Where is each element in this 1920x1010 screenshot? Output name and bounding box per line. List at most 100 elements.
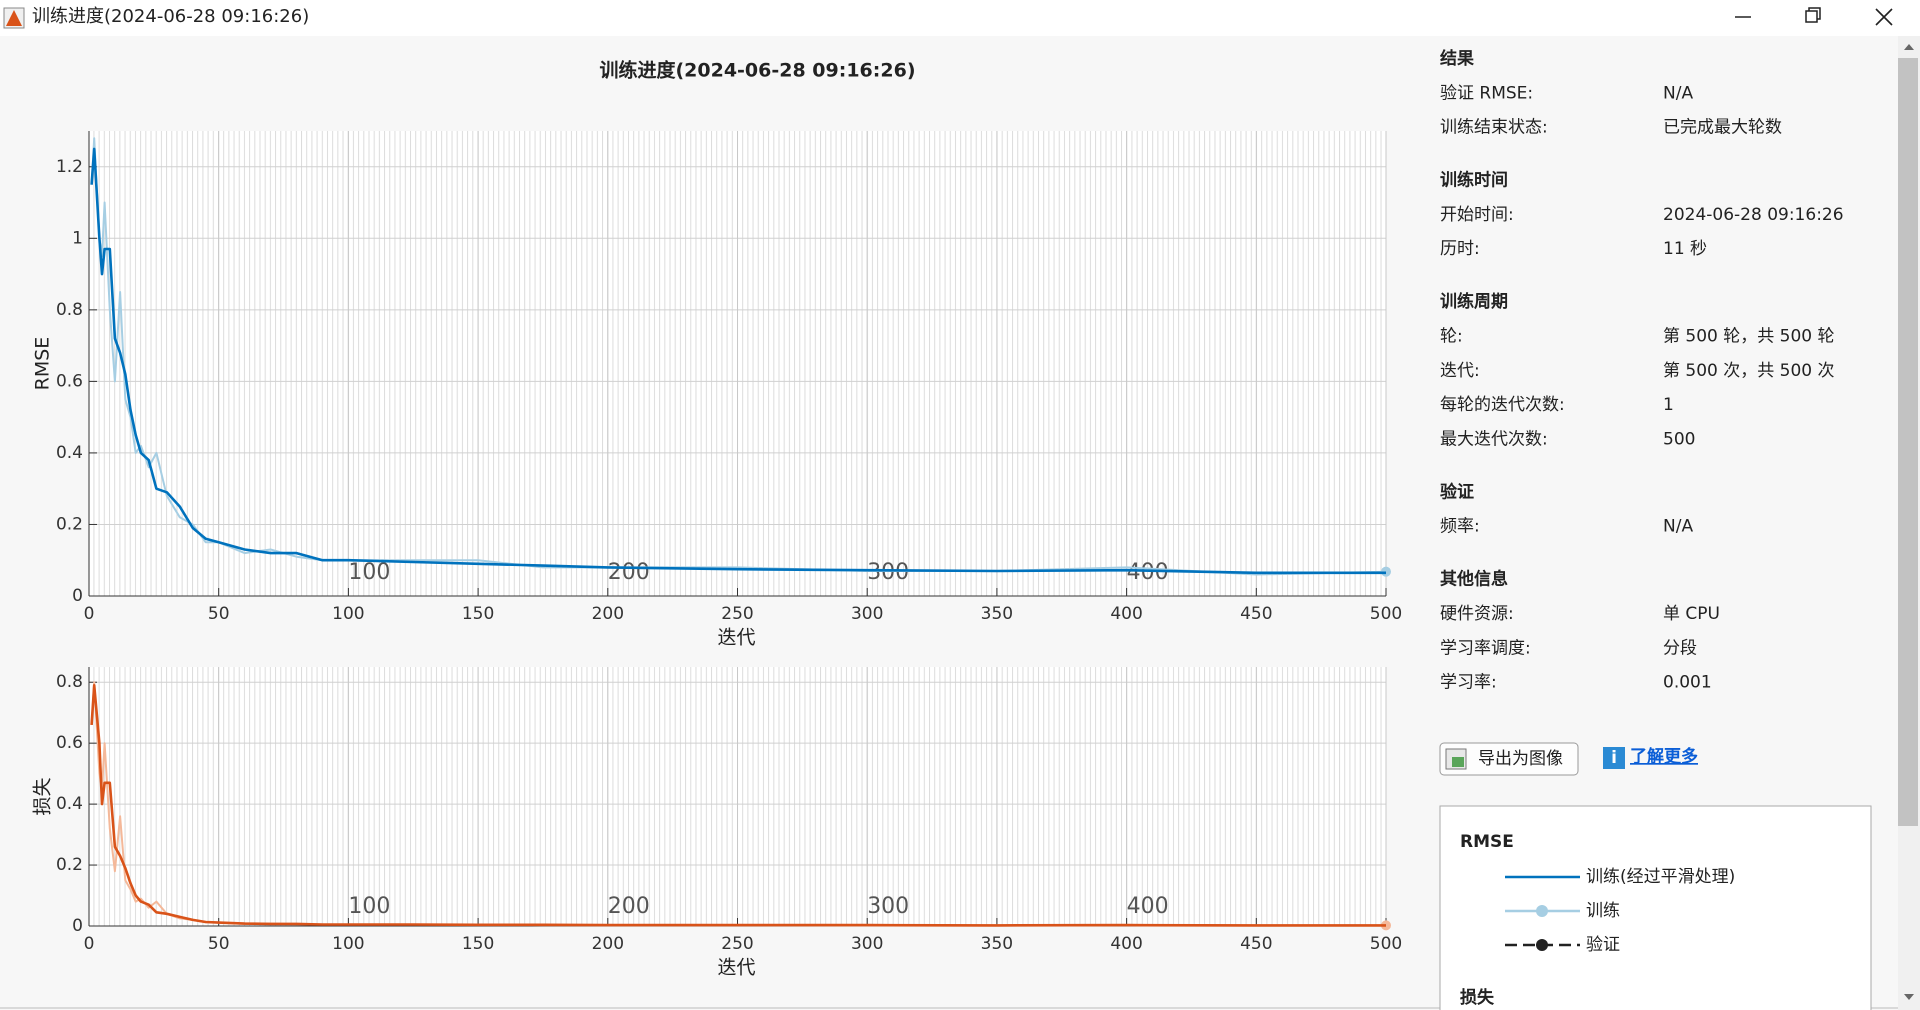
- section-heading: 其他信息: [1440, 569, 1508, 590]
- x-tick-label: 400: [1110, 934, 1142, 954]
- epoch-marker: 200: [608, 894, 650, 919]
- epoch-marker: 300: [867, 560, 909, 585]
- x-tick-label: 300: [851, 604, 883, 624]
- field-value: 0.001: [1663, 673, 1712, 693]
- epoch-marker: 100: [348, 560, 390, 585]
- x-tick-label: 400: [1110, 604, 1142, 624]
- field-value: 分段: [1663, 638, 1697, 658]
- export-button-label: 导出为图像: [1478, 749, 1563, 769]
- field-value: 11 秒: [1663, 239, 1707, 259]
- field-label: 轮:: [1440, 327, 1463, 347]
- epoch-marker: 300: [867, 894, 909, 919]
- field-value: N/A: [1663, 83, 1693, 103]
- export-icon: [1445, 748, 1467, 770]
- x-tick-label: 100: [332, 934, 364, 954]
- x-tick-label: 150: [462, 604, 494, 624]
- field-value: 2024-06-28 09:16:26: [1663, 205, 1844, 225]
- x-tick-label: 450: [1240, 604, 1272, 624]
- section-heading: 训练时间: [1440, 170, 1508, 191]
- app-icon: [3, 7, 25, 29]
- field-label: 频率:: [1440, 517, 1480, 537]
- scroll-up[interactable]: [1904, 44, 1914, 50]
- y-tick-label: 0.2: [56, 855, 83, 875]
- x-tick-label: 50: [208, 934, 230, 954]
- legend-entry: 训练(经过平滑处理): [1586, 867, 1735, 887]
- title-bar: [0, 0, 1920, 36]
- y-tick-label: 1.2: [56, 157, 83, 177]
- window-title: 训练进度(2024-06-28 09:16:26): [32, 6, 309, 27]
- y-tick-label: 0.6: [56, 371, 83, 391]
- info-icon: [1603, 747, 1625, 769]
- export-button[interactable]: [1439, 742, 1579, 776]
- series-line: [90, 147, 1386, 575]
- epoch-marker: 200: [608, 560, 650, 585]
- y-axis-label: RMSE: [32, 337, 54, 391]
- legend-swatch-marker: [1536, 939, 1548, 951]
- legend-entry: 训练: [1586, 901, 1620, 921]
- legend-entry: 验证: [1586, 935, 1620, 955]
- field-value: 1: [1663, 395, 1674, 415]
- field-label: 每轮的迭代次数:: [1440, 395, 1565, 415]
- x-tick-label: 200: [592, 934, 624, 954]
- legend-title: RMSE: [1460, 832, 1514, 852]
- field-label: 学习率调度:: [1440, 638, 1531, 658]
- epoch-marker: 400: [1127, 560, 1169, 585]
- x-tick-label: 250: [721, 934, 753, 954]
- x-tick-label: 450: [1240, 934, 1272, 954]
- x-tick-label: 350: [981, 604, 1013, 624]
- x-tick-label: 50: [208, 604, 230, 624]
- series-line: [90, 684, 1386, 927]
- legend-box: [1439, 805, 1872, 1010]
- field-value: 500: [1663, 429, 1695, 449]
- field-label: 迭代:: [1440, 361, 1480, 381]
- field-label: 历时:: [1440, 239, 1480, 259]
- x-tick-label: 100: [332, 604, 364, 624]
- x-tick-label: 350: [981, 934, 1013, 954]
- section-heading: 训练周期: [1440, 291, 1508, 312]
- x-tick-label: 150: [462, 934, 494, 954]
- x-tick-label: 0: [84, 604, 95, 624]
- scroll-down[interactable]: [1904, 994, 1914, 1000]
- field-label: 硬件资源:: [1440, 604, 1514, 624]
- chart-title: 训练进度(2024-06-28 09:16:26): [599, 59, 915, 82]
- x-tick-label: 300: [851, 934, 883, 954]
- y-tick-label: 0.8: [56, 300, 83, 320]
- x-axis-label: 迭代: [717, 627, 755, 649]
- x-tick-label: 500: [1370, 604, 1402, 624]
- y-tick-label: 1: [72, 228, 83, 248]
- section-heading: 验证: [1440, 481, 1474, 502]
- field-value: 第 500 轮，共 500 轮: [1663, 327, 1835, 347]
- restore-button[interactable]: [1805, 7, 1821, 23]
- y-tick-label: 0: [72, 586, 83, 606]
- y-tick-label: 0.4: [56, 443, 83, 463]
- y-axis-label: 损失: [32, 777, 54, 815]
- learn-more-link[interactable]: 了解更多: [1630, 746, 1698, 767]
- legend-section-title: 损失: [1460, 987, 1495, 1008]
- field-label: 训练结束状态:: [1440, 118, 1548, 138]
- y-tick-label: 0.8: [56, 672, 83, 692]
- field-label: 验证 RMSE:: [1440, 83, 1533, 103]
- x-tick-label: 0: [84, 934, 95, 954]
- epoch-marker: 400: [1127, 894, 1169, 919]
- scroll-thumb[interactable]: [1898, 58, 1918, 826]
- field-label: 最大迭代次数:: [1440, 429, 1548, 449]
- y-tick-label: 0.2: [56, 514, 83, 534]
- field-value: 单 CPU: [1663, 604, 1720, 624]
- legend-swatch-marker: [1536, 905, 1548, 917]
- section-heading: 结果: [1440, 48, 1474, 69]
- field-label: 开始时间:: [1440, 205, 1514, 225]
- y-tick-label: 0.6: [56, 733, 83, 753]
- field-value: 已完成最大轮数: [1663, 118, 1782, 138]
- y-tick-label: 0.4: [56, 794, 83, 814]
- field-value: N/A: [1663, 517, 1693, 537]
- field-label: 学习率:: [1440, 673, 1497, 693]
- x-axis-label: 迭代: [717, 957, 755, 979]
- epoch-marker: 100: [348, 894, 390, 919]
- x-tick-label: 250: [721, 604, 753, 624]
- x-tick-label: 200: [592, 604, 624, 624]
- close-button[interactable]: [1875, 8, 1893, 26]
- x-tick-label: 500: [1370, 934, 1402, 954]
- y-tick-label: 0: [72, 916, 83, 936]
